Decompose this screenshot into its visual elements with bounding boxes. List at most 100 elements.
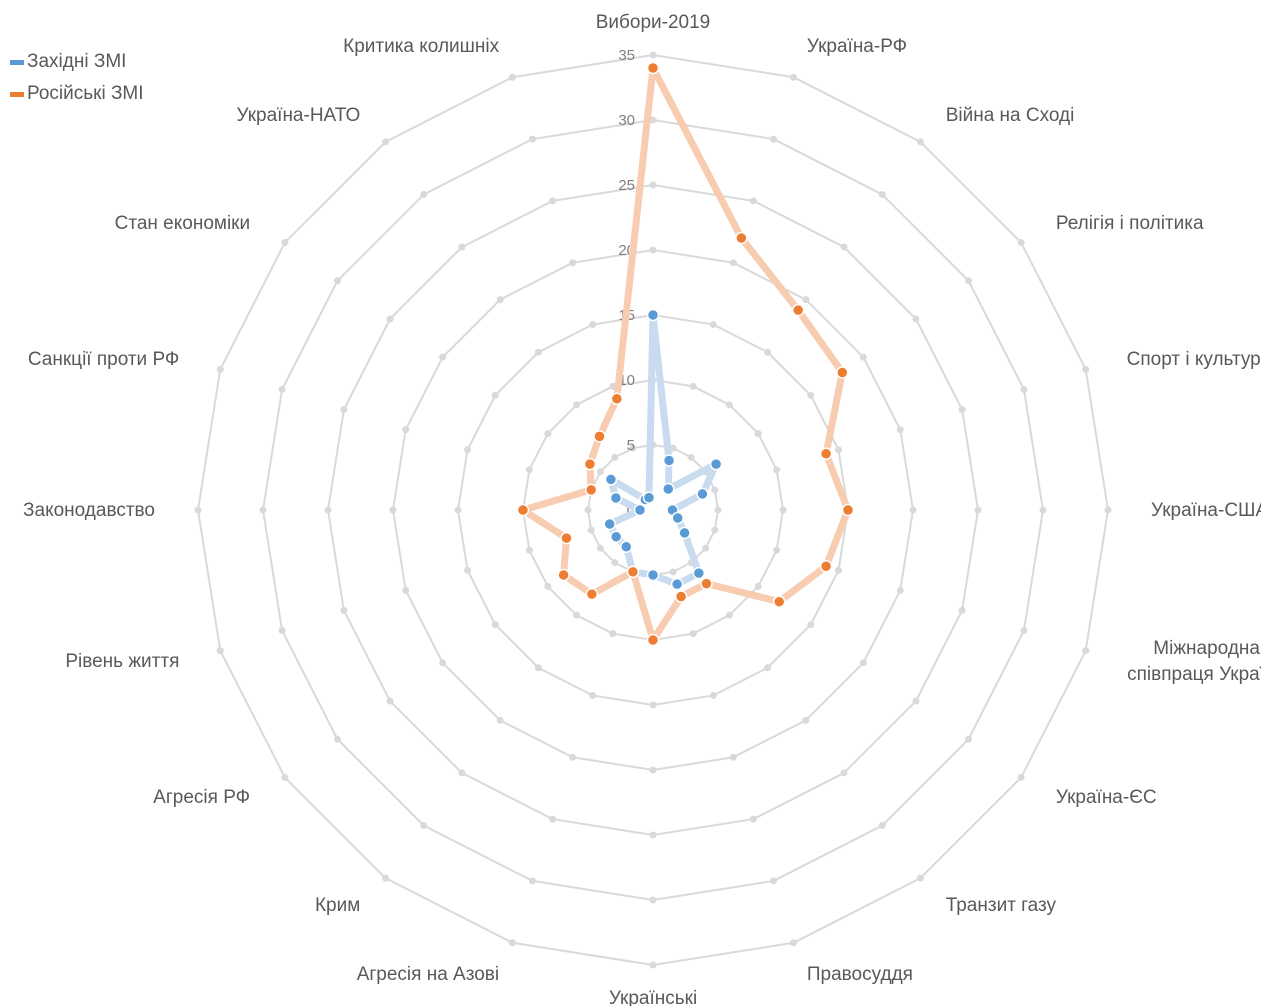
- grid-vertex: [454, 506, 462, 514]
- grid-vertex: [340, 606, 348, 614]
- data-point[interactable]: [670, 577, 684, 591]
- category-label: Транзит газу: [946, 895, 1057, 916]
- radial-tick-label: 5: [627, 437, 635, 454]
- grid-vertex: [754, 582, 762, 590]
- grid-vertex: [802, 716, 810, 724]
- grid-vertex: [458, 769, 466, 777]
- grid-vertex: [573, 401, 581, 409]
- legend-item-russian[interactable]: Російські ЗМІ: [10, 78, 144, 110]
- data-point[interactable]: [662, 482, 675, 496]
- grid-vertex: [389, 506, 397, 514]
- grid-vertex: [749, 197, 757, 205]
- grid-vertex: [324, 506, 332, 514]
- data-point[interactable]: [557, 568, 570, 582]
- grid-ring-30: [261, 118, 1045, 902]
- grid-vertex: [549, 815, 557, 823]
- data-point[interactable]: [735, 231, 748, 245]
- category-label: Критика колишніх: [343, 36, 499, 57]
- grid-vertex: [386, 697, 394, 705]
- grid-vertex: [402, 586, 410, 594]
- data-point[interactable]: [692, 566, 706, 580]
- data-point[interactable]: [585, 587, 599, 601]
- data-point[interactable]: [633, 503, 647, 517]
- series-line-1: [519, 64, 852, 644]
- data-point[interactable]: [646, 61, 660, 75]
- data-point[interactable]: [772, 595, 786, 608]
- grid-vertex: [878, 822, 886, 830]
- category-label: Міжнародна: [1153, 638, 1260, 659]
- grid-vertex: [725, 401, 733, 409]
- grid-vertex: [802, 296, 810, 304]
- grid-vertex: [464, 446, 472, 454]
- grid-vertex: [764, 664, 772, 672]
- data-point[interactable]: [642, 491, 656, 504]
- grid-vertex: [281, 773, 289, 781]
- category-label: Війна на Сході: [946, 105, 1075, 126]
- grid-vertex: [1017, 773, 1025, 781]
- data-point[interactable]: [560, 531, 573, 545]
- grid-vertex: [711, 486, 719, 494]
- data-point[interactable]: [696, 487, 709, 501]
- grid-vertex: [587, 526, 595, 534]
- grid-vertex: [333, 277, 341, 285]
- data-point[interactable]: [836, 366, 849, 379]
- data-point[interactable]: [583, 457, 597, 471]
- data-point[interactable]: [700, 577, 713, 590]
- grid-vertex: [528, 135, 536, 143]
- data-point[interactable]: [620, 540, 633, 554]
- grid-vertex: [464, 566, 472, 574]
- data-point[interactable]: [791, 303, 805, 317]
- grid-vertex: [278, 385, 286, 393]
- data-point[interactable]: [603, 517, 616, 531]
- grid-vertex: [1104, 506, 1112, 514]
- legend: Західні ЗМІ Російські ЗМІ: [10, 46, 144, 110]
- radial-tick-label: 25: [618, 177, 635, 194]
- data-point[interactable]: [819, 559, 833, 573]
- grid-vertex: [896, 426, 904, 434]
- grid-vertex: [259, 506, 267, 514]
- data-point[interactable]: [819, 447, 833, 461]
- data-point[interactable]: [609, 491, 623, 505]
- grid-vertex: [458, 243, 466, 251]
- grid-vertex: [649, 831, 657, 839]
- category-label: Агресія на Азові: [357, 964, 499, 985]
- data-point[interactable]: [626, 565, 640, 579]
- data-point[interactable]: [662, 454, 676, 467]
- grid-vertex: [281, 239, 289, 247]
- grid-vertex: [528, 877, 536, 885]
- grid-vertex: [770, 877, 778, 885]
- grid-vertex: [1017, 239, 1025, 247]
- data-point[interactable]: [841, 503, 855, 517]
- grid-vertex: [649, 701, 657, 709]
- data-point[interactable]: [610, 392, 624, 405]
- grid-vertex: [589, 691, 597, 699]
- data-point[interactable]: [646, 633, 660, 647]
- data-point[interactable]: [646, 568, 660, 582]
- data-point[interactable]: [584, 483, 598, 497]
- data-point[interactable]: [593, 430, 606, 443]
- data-point[interactable]: [604, 473, 618, 486]
- data-point[interactable]: [646, 308, 660, 322]
- grid-vertex: [439, 353, 447, 361]
- data-point[interactable]: [609, 530, 623, 543]
- data-point[interactable]: [674, 590, 688, 603]
- category-label: Україна-США: [1151, 500, 1261, 521]
- data-point[interactable]: [709, 457, 723, 471]
- grid-vertex: [909, 506, 917, 514]
- grid-vertex: [596, 468, 604, 476]
- data-point[interactable]: [516, 503, 530, 517]
- category-label: Агресія РФ: [153, 787, 250, 808]
- legend-item-western[interactable]: Західні ЗМІ: [10, 46, 144, 78]
- grid-vertex: [496, 716, 504, 724]
- grid-vertex: [549, 197, 557, 205]
- grid-vertex: [534, 664, 542, 672]
- grid-vertex: [912, 697, 920, 705]
- grid-vertex: [649, 896, 657, 904]
- grid-vertex: [790, 73, 798, 81]
- grid-vertex: [596, 544, 604, 552]
- grid-vertex: [194, 506, 202, 514]
- data-point[interactable]: [671, 511, 684, 525]
- grid-vertex: [544, 430, 552, 438]
- grid-vertex: [278, 627, 286, 635]
- data-point[interactable]: [678, 526, 691, 540]
